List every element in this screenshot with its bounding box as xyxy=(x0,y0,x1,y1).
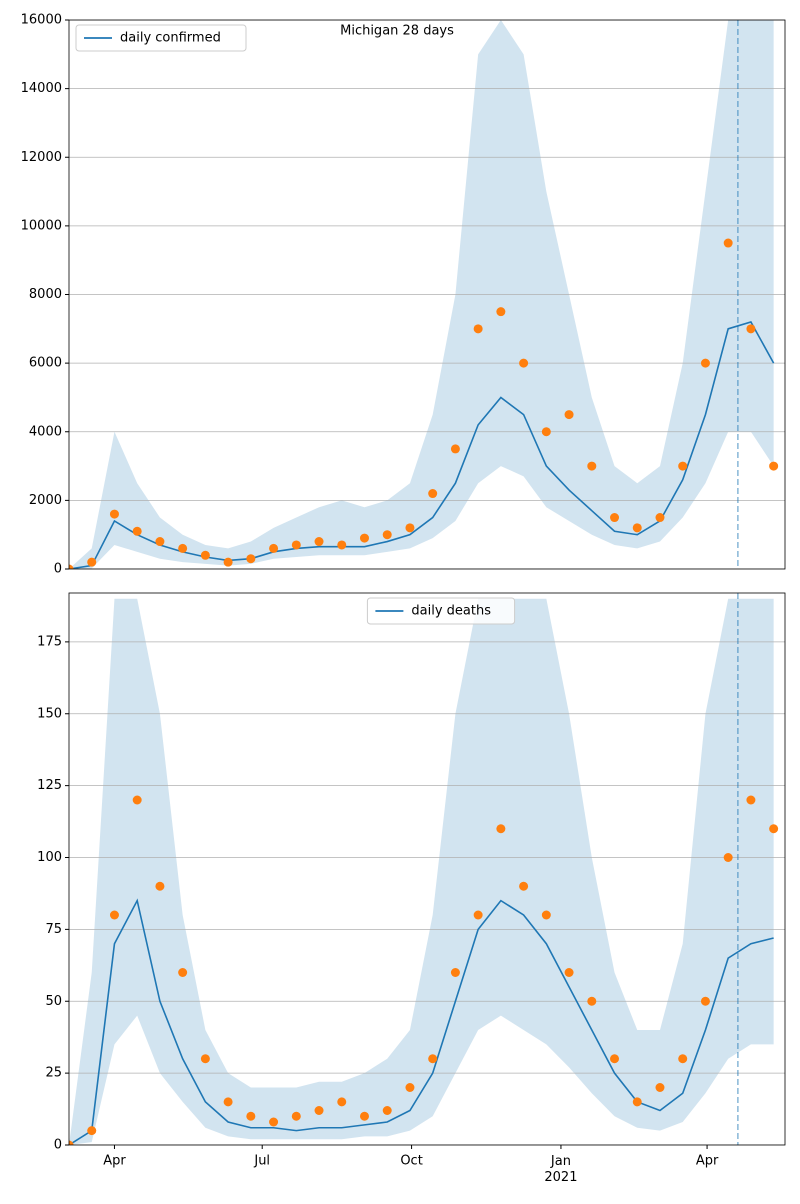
observed-point xyxy=(450,444,460,454)
y-tick-label: 25 xyxy=(45,1066,62,1081)
observed-point xyxy=(269,1117,279,1127)
observed-point xyxy=(200,550,210,560)
observed-point xyxy=(382,530,392,540)
y-tick-label: 10000 xyxy=(21,218,62,233)
observed-point xyxy=(109,910,119,920)
observed-point xyxy=(269,543,279,553)
observed-point xyxy=(678,1054,688,1064)
axes-frame xyxy=(68,592,786,1146)
observed-point xyxy=(405,523,415,533)
observed-point xyxy=(610,1054,620,1064)
plot-area xyxy=(69,20,785,569)
y-tick-label: 50 xyxy=(45,994,62,1009)
observed-point xyxy=(700,996,710,1006)
legend-label: daily deaths xyxy=(411,604,491,619)
observed-point xyxy=(246,1111,256,1121)
observed-point xyxy=(314,1106,324,1115)
observed-point xyxy=(155,537,165,547)
y-tick-label: 150 xyxy=(37,706,62,721)
axes-frame xyxy=(68,19,786,570)
x-tick-label: Jul xyxy=(253,1154,270,1169)
observed-point xyxy=(541,427,551,437)
y-tick-label: 16000 xyxy=(21,13,62,28)
legend-box xyxy=(75,24,247,52)
observed-point xyxy=(87,557,97,567)
observed-point xyxy=(450,968,460,977)
y-tick-label: 100 xyxy=(37,850,62,865)
observed-point xyxy=(769,824,779,834)
y-tick-label: 2000 xyxy=(29,493,62,508)
observed-point xyxy=(610,513,620,523)
y-tick-label: 14000 xyxy=(21,81,62,96)
observed-point xyxy=(541,910,551,920)
observed-point xyxy=(632,523,642,533)
legend-box xyxy=(366,597,516,625)
legend-label: daily confirmed xyxy=(120,31,221,46)
observed-point xyxy=(678,461,688,471)
observed-point xyxy=(359,1111,369,1121)
observed-point xyxy=(723,238,733,248)
x-tick-label: Apr xyxy=(103,1154,126,1169)
observed-point xyxy=(496,824,506,834)
observed-point xyxy=(69,1140,74,1145)
observed-point xyxy=(632,1097,642,1107)
observed-point xyxy=(746,795,756,805)
observed-point xyxy=(223,1097,233,1107)
observed-point xyxy=(473,324,483,334)
observed-point xyxy=(473,910,483,920)
observed-point xyxy=(359,533,369,543)
y-tick-label: 6000 xyxy=(29,356,62,371)
observed-point xyxy=(155,881,165,891)
observed-point xyxy=(587,996,597,1006)
x-tick-label: Apr xyxy=(696,1154,719,1169)
observed-point xyxy=(519,881,529,891)
observed-point xyxy=(132,526,142,536)
observed-point xyxy=(700,358,710,368)
x-tick-label: Jan 2021 xyxy=(544,1154,577,1185)
x-tick-label: Oct xyxy=(400,1154,422,1169)
line xyxy=(69,320,775,569)
band xyxy=(69,598,774,1145)
observed-point xyxy=(132,795,142,805)
plot-area xyxy=(69,593,785,1145)
observed-point xyxy=(382,1106,392,1115)
y-tick-label: 175 xyxy=(37,634,62,649)
observed-point xyxy=(655,513,665,523)
observed-point xyxy=(655,1083,665,1092)
y-tick-label: 0 xyxy=(54,1138,62,1153)
observed-point xyxy=(178,543,188,553)
line xyxy=(69,898,774,1145)
observed-point xyxy=(428,489,438,499)
y-tick-label: 125 xyxy=(37,778,62,793)
observed-point xyxy=(428,1054,438,1064)
observed-point xyxy=(496,307,506,317)
y-tick-label: 0 xyxy=(54,562,62,577)
observed-point xyxy=(337,540,347,550)
observed-point xyxy=(519,358,529,368)
observed-point xyxy=(200,1054,210,1064)
chart-title: Michigan 28 days xyxy=(340,24,454,39)
y-tick-label: 12000 xyxy=(21,150,62,165)
observed-point xyxy=(587,461,597,471)
y-tick-label: 4000 xyxy=(29,424,62,439)
observed-point xyxy=(746,324,756,334)
observed-point xyxy=(564,968,574,977)
y-tick-label: 75 xyxy=(45,922,62,937)
observed-point xyxy=(723,853,733,862)
observed-point xyxy=(87,1126,97,1136)
observed-point xyxy=(405,1083,415,1092)
observed-point xyxy=(291,1111,301,1121)
observed-point xyxy=(223,557,233,567)
observed-point xyxy=(178,968,188,977)
observed-point xyxy=(69,564,74,569)
observed-point xyxy=(769,461,779,471)
observed-point xyxy=(564,410,574,420)
y-tick-label: 8000 xyxy=(29,287,62,302)
observed-point xyxy=(291,540,301,550)
observed-point xyxy=(109,509,119,519)
observed-point xyxy=(337,1097,347,1107)
observed-point xyxy=(246,554,256,564)
observed-point xyxy=(314,537,324,547)
